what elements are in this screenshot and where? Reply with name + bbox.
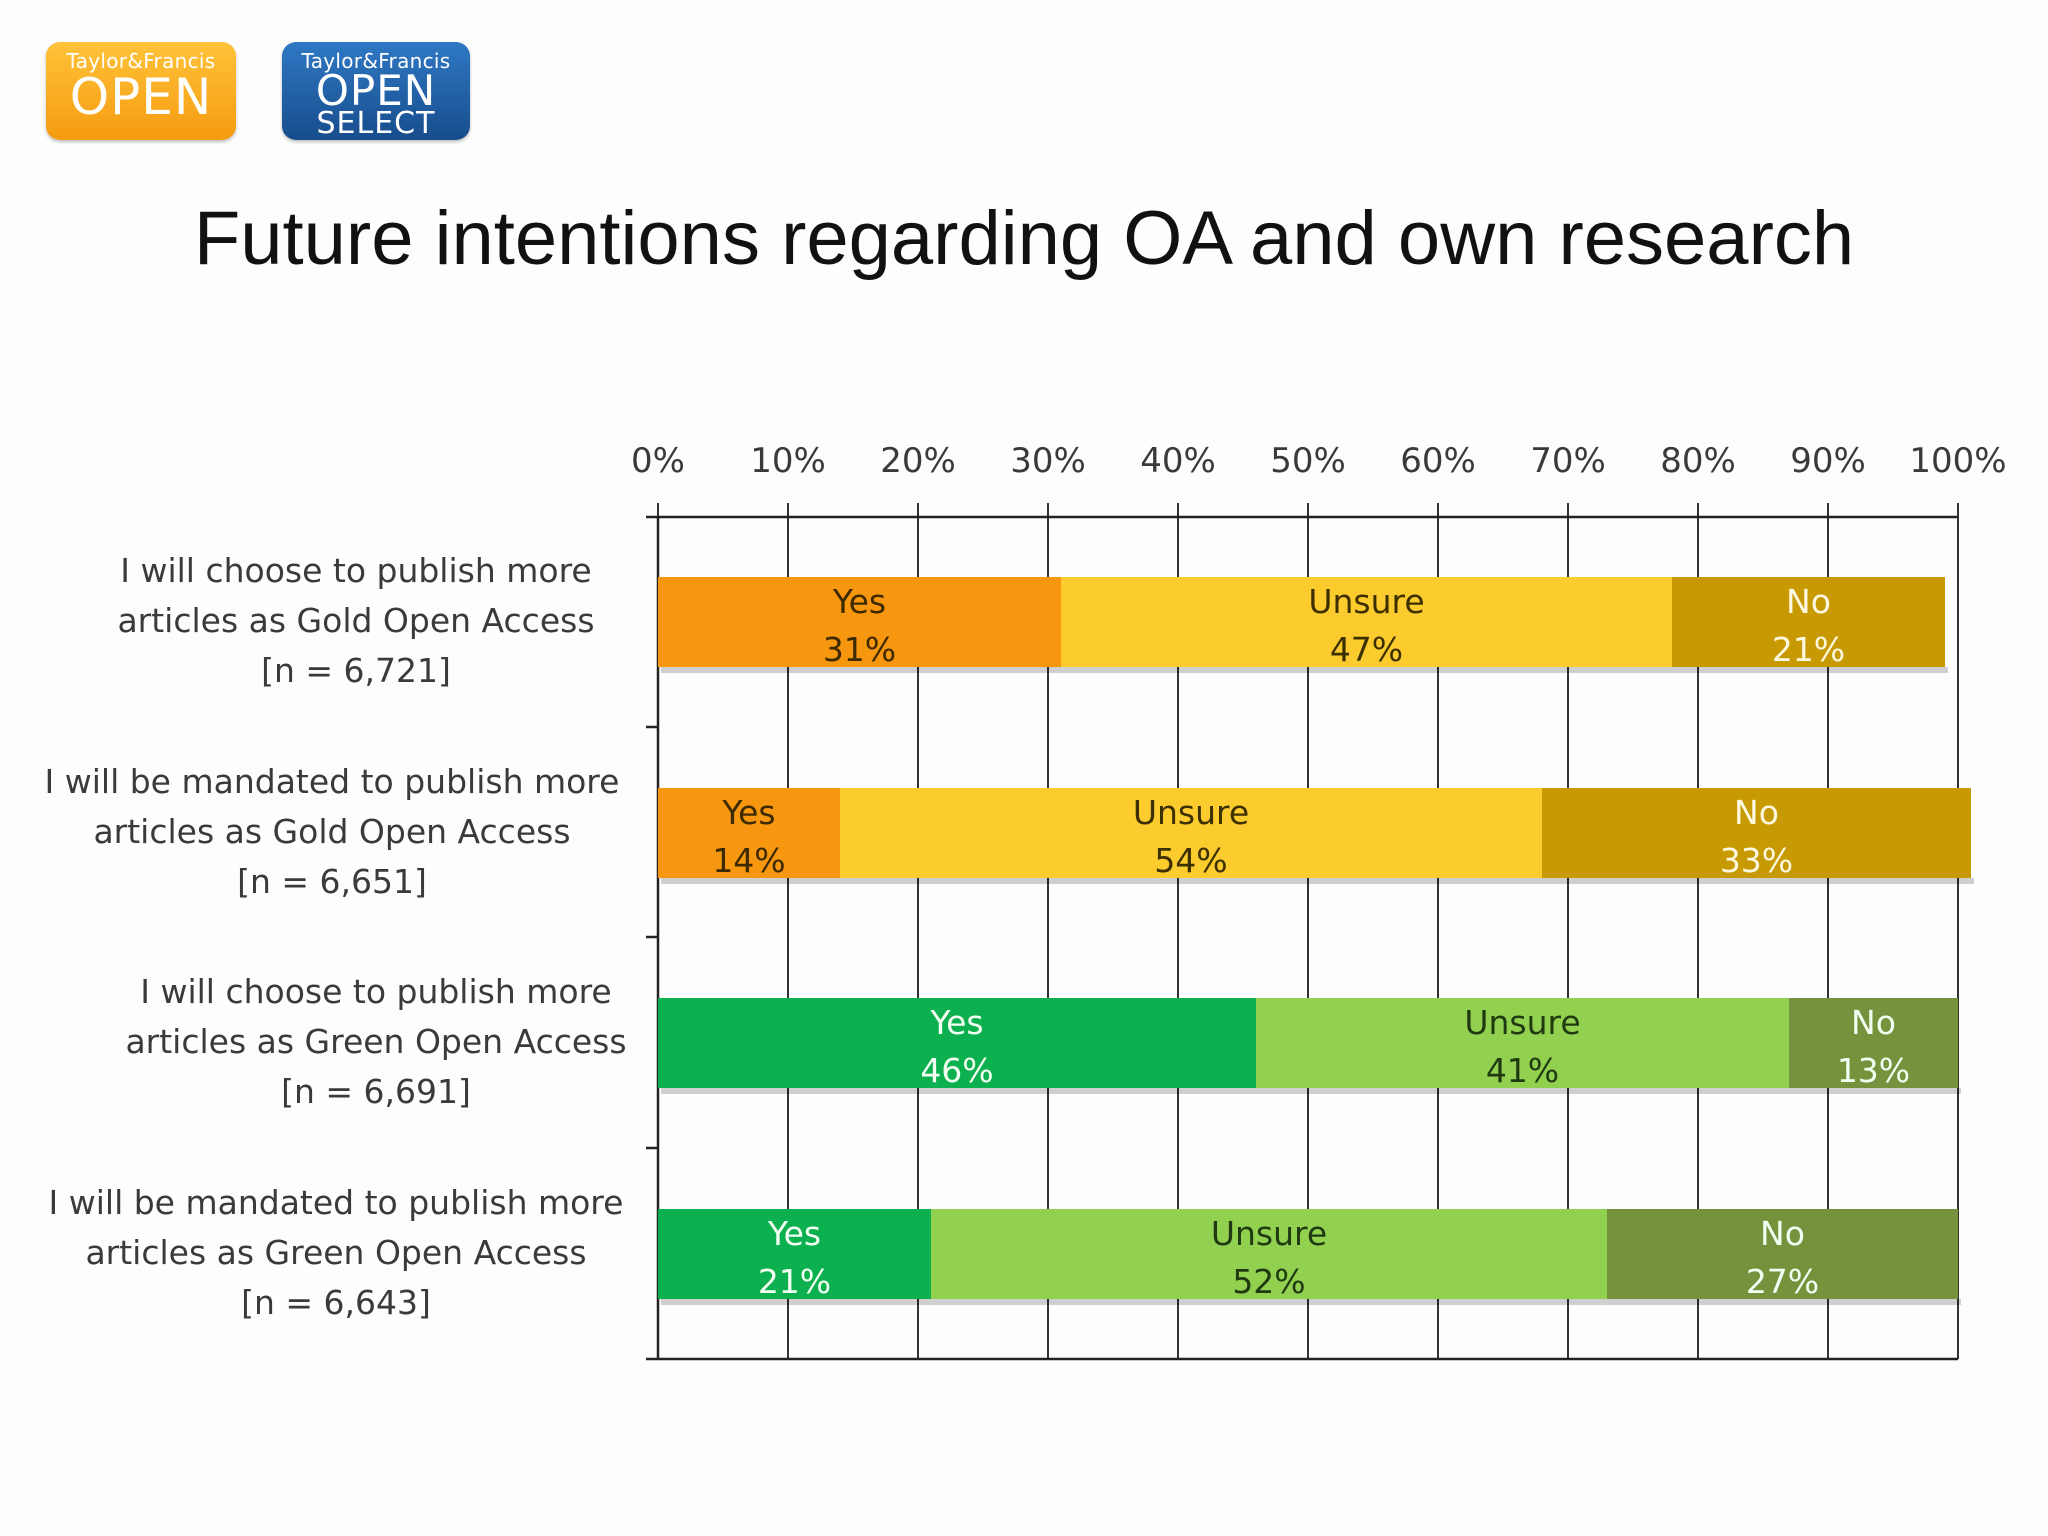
- category-label-line: [n = 6,721]: [261, 651, 451, 690]
- data-label: 31%: [823, 630, 896, 669]
- x-tick-label: 90%: [1790, 441, 1866, 481]
- x-tick-label: 50%: [1270, 441, 1346, 481]
- category-label-line: [n = 6,691]: [281, 1072, 471, 1111]
- category-label-line: articles as Green Open Access: [85, 1233, 587, 1272]
- data-label: 21%: [758, 1262, 831, 1301]
- segment-name-label: Unsure: [1308, 582, 1424, 621]
- category-label-line: [n = 6,651]: [237, 862, 427, 901]
- x-tick-label: 100%: [1909, 441, 2006, 481]
- category-label-line: I will choose to publish more: [140, 972, 612, 1011]
- x-tick-label: 20%: [880, 441, 956, 481]
- data-label: 54%: [1154, 841, 1227, 880]
- segment-name-label: No: [1734, 793, 1779, 832]
- segment-name-label: Yes: [929, 1003, 983, 1042]
- category-label: I will be mandated to publish more articl…: [36, 1178, 636, 1328]
- x-tick-label: 30%: [1010, 441, 1086, 481]
- x-tick-label: 0%: [631, 441, 685, 481]
- bar-shadow: [661, 1088, 1961, 1094]
- bar-segment-no: [1789, 998, 1958, 1088]
- data-label: 21%: [1772, 630, 1845, 669]
- segment-name-label: No: [1760, 1214, 1805, 1253]
- data-label: 46%: [920, 1051, 993, 1090]
- logo-brand-text: Taylor&Francis: [66, 49, 216, 73]
- x-tick-label: 60%: [1400, 441, 1476, 481]
- category-label-line: articles as Gold Open Access: [117, 601, 595, 640]
- segment-name-label: Unsure: [1133, 793, 1249, 832]
- bar-shadow: [661, 1299, 1961, 1305]
- bar-shadow: [661, 667, 1948, 673]
- category-label-line: articles as Gold Open Access: [93, 812, 571, 851]
- logo-select-text: SELECT: [316, 106, 436, 141]
- bar-segment-unsure: [1256, 998, 1789, 1088]
- data-label: 13%: [1837, 1051, 1910, 1090]
- logo-open-text: OPEN: [315, 66, 437, 115]
- segment-name-label: No: [1851, 1003, 1896, 1042]
- category-label: I will be mandated to publish more articl…: [32, 757, 632, 907]
- x-tick-label: 80%: [1660, 441, 1736, 481]
- bar-segment-unsure: [840, 788, 1542, 878]
- bar-segment-yes: [658, 998, 1256, 1088]
- category-label-line: I will be mandated to publish more: [48, 1183, 624, 1222]
- data-label: 47%: [1330, 630, 1403, 669]
- slide-title: Future intentions regarding OA and own r…: [193, 196, 1855, 281]
- data-label: 52%: [1232, 1262, 1305, 1301]
- taylor-francis-open-select-logo: Taylor&Francis OPEN SELECT: [282, 42, 470, 140]
- data-label: 33%: [1720, 841, 1793, 880]
- segment-name-label: Unsure: [1464, 1003, 1580, 1042]
- segment-name-label: Yes: [721, 793, 775, 832]
- bar-shadow: [661, 878, 1974, 884]
- bar-segment-yes: [658, 788, 840, 878]
- bar-segment-no: [1672, 577, 1945, 667]
- category-label: I will choose to publish more articles as…: [56, 546, 656, 696]
- x-tick-label: 10%: [750, 441, 826, 481]
- x-tick-label: 70%: [1530, 441, 1606, 481]
- bar-segment-yes: [658, 577, 1061, 667]
- category-label-line: [n = 6,643]: [241, 1283, 431, 1322]
- bar-segment-unsure: [1061, 577, 1672, 667]
- logo-brand-text: Taylor&Francis: [301, 49, 451, 73]
- category-label: I will choose to publish more articles as…: [76, 967, 676, 1117]
- bar-segment-unsure: [931, 1209, 1607, 1299]
- segment-name-label: No: [1786, 582, 1831, 621]
- data-label: 27%: [1746, 1262, 1819, 1301]
- bar-segment-no: [1607, 1209, 1958, 1299]
- taylor-francis-open-logo: Taylor&Francis OPEN: [46, 42, 236, 140]
- data-label: 41%: [1486, 1051, 1559, 1090]
- category-label-line: I will be mandated to publish more: [44, 762, 620, 801]
- segment-name-label: Unsure: [1211, 1214, 1327, 1253]
- x-tick-label: 40%: [1140, 441, 1216, 481]
- segment-name-label: Yes: [832, 582, 886, 621]
- bar-segment-yes: [658, 1209, 931, 1299]
- category-label-line: articles as Green Open Access: [125, 1022, 627, 1061]
- segment-name-label: Yes: [767, 1214, 821, 1253]
- category-label-line: I will choose to publish more: [120, 551, 592, 590]
- bar-segment-no: [1542, 788, 1971, 878]
- data-label: 14%: [712, 841, 785, 880]
- logo-open-text: OPEN: [69, 68, 213, 126]
